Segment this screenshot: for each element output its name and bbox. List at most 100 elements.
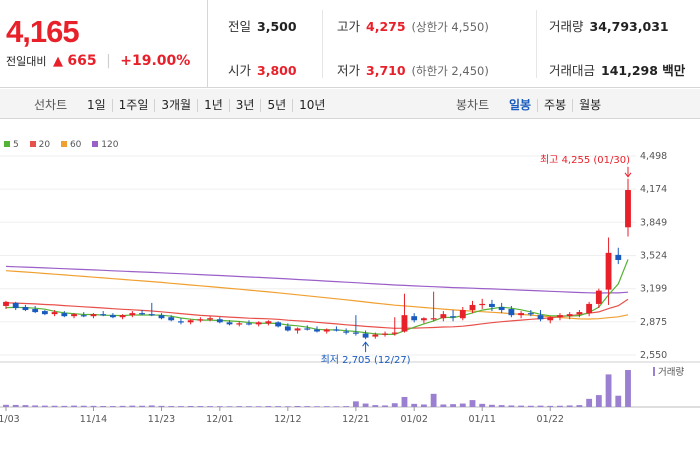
y-tick-label: 3,849	[640, 217, 667, 228]
legend-swatch	[29, 141, 36, 147]
volume-bar	[411, 403, 418, 407]
volume-bar	[401, 396, 408, 407]
candle-body	[12, 302, 19, 309]
candle-body	[489, 303, 495, 307]
candle-body	[61, 313, 68, 317]
change-percent: +19.00%	[120, 53, 191, 69]
volume-bar	[527, 405, 534, 407]
volume-bar	[90, 405, 97, 407]
volume-bar	[22, 405, 29, 407]
legend-item-ma60: 60	[60, 140, 81, 150]
stat-trade-value: 거래대금 141,298 백만	[549, 60, 685, 79]
candle-body	[236, 323, 243, 325]
candle-body	[139, 313, 145, 315]
candle-weekly[interactable]: 주봉	[537, 99, 572, 112]
candle-monthly[interactable]: 월봉	[572, 99, 607, 112]
period-1w[interactable]: 1주일	[111, 99, 155, 112]
candle-body	[450, 316, 456, 318]
volume-bar	[246, 406, 252, 407]
candle-body	[537, 315, 544, 320]
volume-bar	[129, 405, 136, 407]
candle-body	[314, 329, 320, 332]
legend-item-ma120: 120	[92, 140, 118, 150]
change-line: 전일대비 ▲ 665 | +19.00%	[6, 53, 190, 69]
candle-body	[372, 334, 379, 337]
volume-bar	[518, 405, 525, 407]
period-5y[interactable]: 5년	[260, 99, 292, 112]
volume-bar	[12, 404, 19, 407]
volume-bar	[109, 406, 116, 407]
volume-bar	[275, 406, 282, 407]
candle-body	[343, 331, 350, 333]
volume-bar	[557, 405, 563, 407]
line-chart-periods: 선차트 1일 1주일 3개월 1년 3년 5년 10년	[34, 96, 331, 113]
candle-body	[148, 314, 155, 316]
high-arrow-head	[624, 172, 632, 178]
volume-bar	[139, 405, 145, 407]
low-annotation: 최저 2,705 (12/27)	[321, 354, 411, 366]
candle-body	[304, 328, 311, 330]
period-1d[interactable]: 1일	[86, 98, 106, 112]
candle-daily[interactable]: 일봉	[508, 98, 532, 112]
volume-bar	[440, 404, 447, 407]
x-tick-label: 01/22	[537, 414, 564, 425]
volume-legend-label: 거래량	[658, 366, 684, 378]
volume-bar	[605, 374, 612, 407]
y-tick-label: 2,550	[640, 350, 667, 361]
volume-value: 34,793,031	[589, 19, 669, 34]
stock-chart[interactable]: 거래량 4,4984,1743,8493,5243,1992,8752,550 …	[0, 148, 700, 450]
period-3y[interactable]: 3년	[228, 99, 261, 112]
volume-bar	[382, 405, 388, 407]
volume-bar	[537, 405, 544, 407]
low-arrow-head	[362, 341, 369, 347]
period-10y[interactable]: 10년	[292, 99, 331, 112]
candle-body	[275, 322, 282, 327]
moving-average-lines	[5, 259, 629, 335]
candle-body	[557, 315, 563, 318]
candle-body	[216, 319, 223, 323]
candle-body	[41, 311, 48, 315]
change-amount: 665	[67, 53, 97, 69]
period-1y[interactable]: 1년	[197, 99, 229, 112]
volume-bar	[265, 406, 272, 407]
volume-bar	[391, 403, 398, 407]
volume-bar	[32, 405, 39, 407]
stat-volume: 거래량 34,793,031	[549, 16, 669, 35]
period-3m[interactable]: 3개월	[154, 99, 197, 112]
stat-open: 시가 3,800	[228, 60, 297, 79]
volume-bar	[469, 400, 476, 407]
prev-close-value: 3,500	[257, 19, 297, 34]
date-axis: 11/03 11/14 11/23 12/01 12/12 12/21 01/02 01/11…	[0, 407, 564, 425]
candle-body	[547, 317, 554, 321]
candle-body	[352, 332, 359, 334]
volume-bar	[255, 406, 262, 407]
candle-body	[226, 322, 233, 325]
legend-swatch	[92, 141, 99, 147]
y-tick-label: 2,875	[640, 317, 667, 328]
lower-limit: (하한가 2,450)	[411, 64, 489, 78]
change-label: 전일대비	[6, 55, 47, 68]
volume-bar	[304, 406, 311, 407]
volume-bar	[372, 405, 379, 407]
chart-grid	[0, 155, 700, 408]
volume-bar	[80, 405, 87, 407]
volume-bar	[479, 403, 486, 407]
divider	[322, 10, 323, 78]
volume-bar	[450, 404, 456, 407]
volume-bar	[284, 406, 291, 407]
open-value: 3,800	[257, 63, 297, 78]
legend-swatch	[60, 141, 67, 147]
volume-label: 거래량	[549, 19, 584, 34]
volume-bar	[119, 405, 126, 407]
candle-body	[100, 314, 107, 316]
legend-swatch	[4, 141, 10, 147]
candle-body	[265, 321, 272, 324]
volume-bar	[459, 403, 466, 407]
low-label: 저가	[337, 63, 361, 78]
x-tick-label: 11/23	[148, 414, 175, 425]
candle-body	[586, 303, 593, 314]
candle-body	[333, 329, 340, 331]
volume-bar	[323, 406, 330, 407]
high-label: 고가	[337, 19, 361, 34]
volume-bar	[576, 405, 583, 407]
